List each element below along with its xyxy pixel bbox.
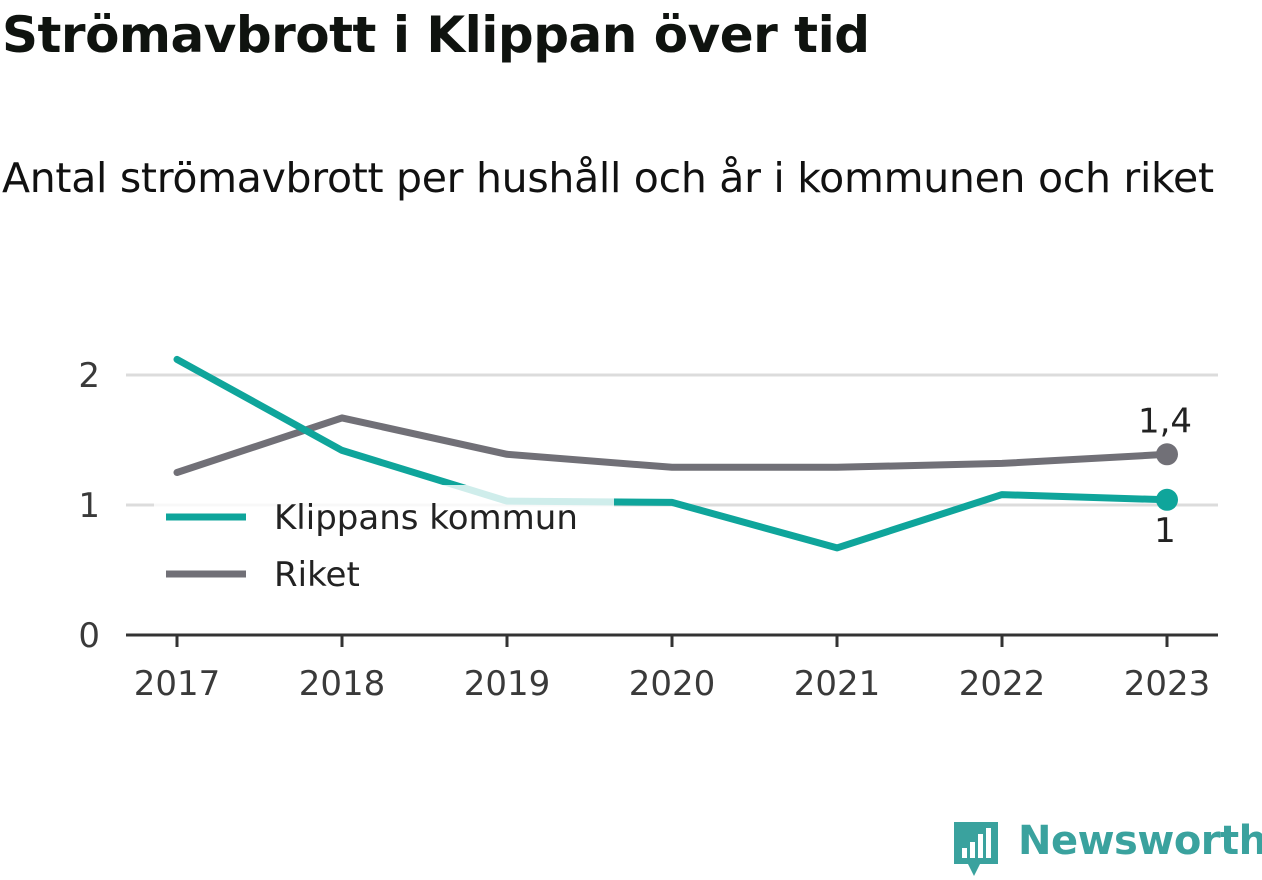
series-line-riket xyxy=(173,414,1171,476)
y-tick-label: 2 xyxy=(78,356,100,396)
y-tick-label: 1 xyxy=(78,486,100,526)
newsworthy-logo-icon xyxy=(954,822,998,876)
legend-label-riket: Riket xyxy=(274,555,360,595)
end-label-riket: 1,4 xyxy=(1138,401,1192,441)
chart-title: Strömavbrott i Klippan över tid xyxy=(2,6,870,64)
x-tick-label: 2017 xyxy=(134,664,221,704)
end-point-klippan xyxy=(1156,488,1178,511)
x-tick-label: 2022 xyxy=(959,664,1046,704)
chart-subtitle: Antal strömavbrott per hushåll och år i … xyxy=(2,154,1214,202)
legend-label-klippan: Klippans kommun xyxy=(274,498,578,538)
x-tick-label: 2018 xyxy=(299,664,386,704)
legend-background xyxy=(154,485,614,603)
x-tick-label: 2021 xyxy=(794,664,881,704)
y-tick-label: 0 xyxy=(78,616,100,656)
x-tick-label: 2020 xyxy=(629,664,716,704)
x-tick-label: 2019 xyxy=(464,664,551,704)
end-point-riket xyxy=(1156,443,1178,466)
end-label-klippan: 1 xyxy=(1154,511,1176,551)
x-tick-label: 2023 xyxy=(1124,664,1211,704)
series-line-klippan xyxy=(173,355,1171,552)
brand-name: Newsworthy xyxy=(1018,818,1262,864)
